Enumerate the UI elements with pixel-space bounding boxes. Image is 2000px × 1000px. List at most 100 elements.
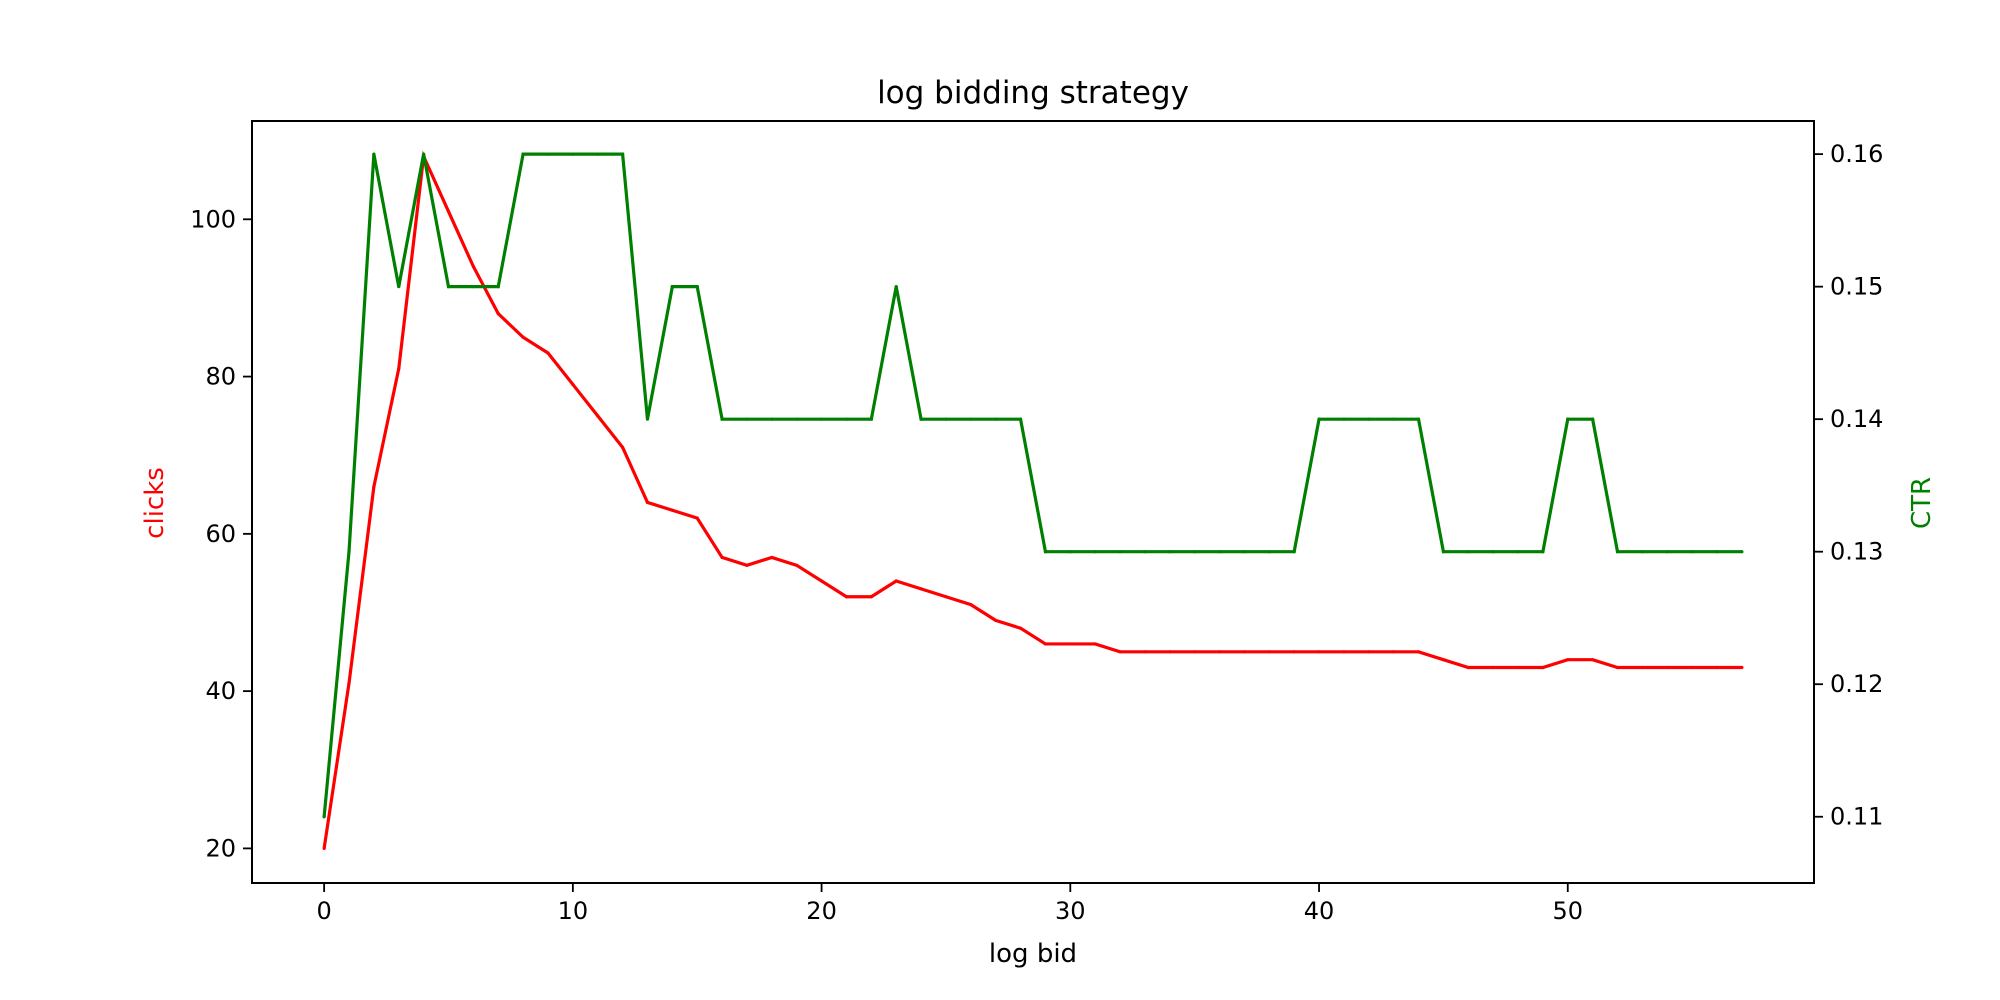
right-y-tick-label: 0.11 (1830, 803, 1883, 831)
series-2-point (1242, 550, 1247, 554)
x-tick-label: 50 (1552, 897, 1583, 925)
series-2-point (919, 417, 923, 421)
series-1-point (770, 555, 774, 560)
series-1-point (795, 563, 799, 567)
series-1-point (1168, 650, 1172, 654)
series-1-point (1292, 650, 1296, 654)
series-2-point (894, 285, 898, 289)
series-1-point (571, 382, 575, 387)
series-2-point (1715, 550, 1719, 554)
series-1-point (322, 846, 326, 851)
series-1-point (1342, 650, 1346, 654)
series-2-point (1168, 550, 1172, 554)
series-1-point (919, 587, 923, 591)
series-2-point (969, 417, 973, 421)
series-1-point (596, 414, 600, 418)
series-2-point (347, 550, 351, 554)
series-2-point (1068, 550, 1072, 554)
x-tick-label: 40 (1304, 897, 1335, 925)
series-1-point (1392, 650, 1396, 654)
left-y-tick-label: 100 (190, 205, 236, 233)
series-2-point (994, 417, 998, 421)
series-1-point (1068, 642, 1072, 646)
series-2-point (1640, 550, 1644, 554)
series-2-point (745, 417, 749, 421)
right-y-tick-label: 0.16 (1830, 140, 1883, 168)
series-1-point (1516, 665, 1520, 670)
series-1-group (322, 150, 1744, 851)
chart-title: log bidding strategy (877, 75, 1189, 111)
series-2-point (1342, 417, 1346, 421)
series-1-point (546, 351, 550, 355)
series-1-point (1441, 658, 1445, 662)
series-1-point (1740, 665, 1744, 670)
series-1-point (1242, 650, 1247, 654)
series-2-point (471, 285, 475, 289)
series-1-point (446, 209, 451, 214)
series-2-point (1118, 550, 1122, 554)
series-2-point (1217, 550, 1222, 554)
series-2-point (1367, 417, 1371, 421)
series-2-point (1018, 417, 1023, 421)
left-y-tick-label: 40 (205, 677, 236, 705)
series-layer (322, 150, 1744, 851)
series-1-point (1566, 658, 1570, 662)
series-1-point (1093, 642, 1097, 646)
series-2-point (372, 152, 376, 156)
series-2-point (1491, 550, 1495, 554)
series-2-point (819, 417, 824, 421)
series-1-point (645, 500, 650, 504)
series-2-point (496, 285, 500, 289)
series-1-point (1217, 650, 1222, 654)
left-y-axis-title: clicks (140, 467, 170, 539)
series-1-point (621, 445, 625, 449)
series-1-point (1143, 650, 1147, 654)
right-y-tick-label: 0.14 (1830, 405, 1883, 433)
series-1-point (1466, 665, 1470, 670)
series-1-point (1640, 665, 1644, 670)
x-tick-label: 20 (806, 897, 837, 925)
series-1-point (347, 681, 351, 685)
series-2-point (1566, 417, 1570, 421)
right-y-tick-label: 0.12 (1830, 670, 1883, 698)
series-1-point (670, 508, 674, 512)
series-2-point (1466, 550, 1470, 554)
series-2-point (1441, 550, 1445, 554)
series-2-point (1615, 550, 1620, 554)
series-2-point (397, 285, 401, 289)
right-y-axis-ticks: 0.11 0.12 0.13 0.14 0.15 0.16 (1814, 140, 1883, 831)
series-1-point (969, 603, 973, 607)
left-y-axis-ticks: 20 40 60 80 100 (190, 205, 252, 862)
series-2-point (1267, 550, 1271, 554)
series-2-point (446, 285, 451, 289)
series-1-point (869, 595, 873, 599)
series-1-point (994, 618, 998, 622)
series-2-point (1043, 550, 1048, 554)
series-2-group (322, 152, 1744, 819)
x-axis-title: log bid (989, 939, 1077, 969)
x-tick-label: 0 (316, 897, 331, 925)
series-1-point (894, 579, 898, 583)
series-2-point (844, 417, 849, 421)
series-2-point (1292, 550, 1296, 554)
series-2-point (571, 152, 575, 156)
series-1-point (1118, 650, 1122, 654)
series-1-point (1715, 665, 1719, 670)
series-2-point (770, 417, 774, 421)
series-1-point (521, 335, 525, 339)
series-2-point (1193, 550, 1197, 554)
series-1-point (1267, 650, 1271, 654)
series-1-point (1491, 665, 1495, 670)
series-2-point (422, 152, 426, 156)
x-tick-label: 10 (558, 897, 589, 925)
left-y-tick-label: 60 (205, 520, 236, 548)
series-1-point (745, 563, 749, 567)
series-1-point (1690, 665, 1694, 670)
series-2-point (1690, 550, 1694, 554)
series-2-point (1665, 550, 1669, 554)
series-1-point (1591, 658, 1595, 662)
series-2-point (1740, 550, 1744, 554)
